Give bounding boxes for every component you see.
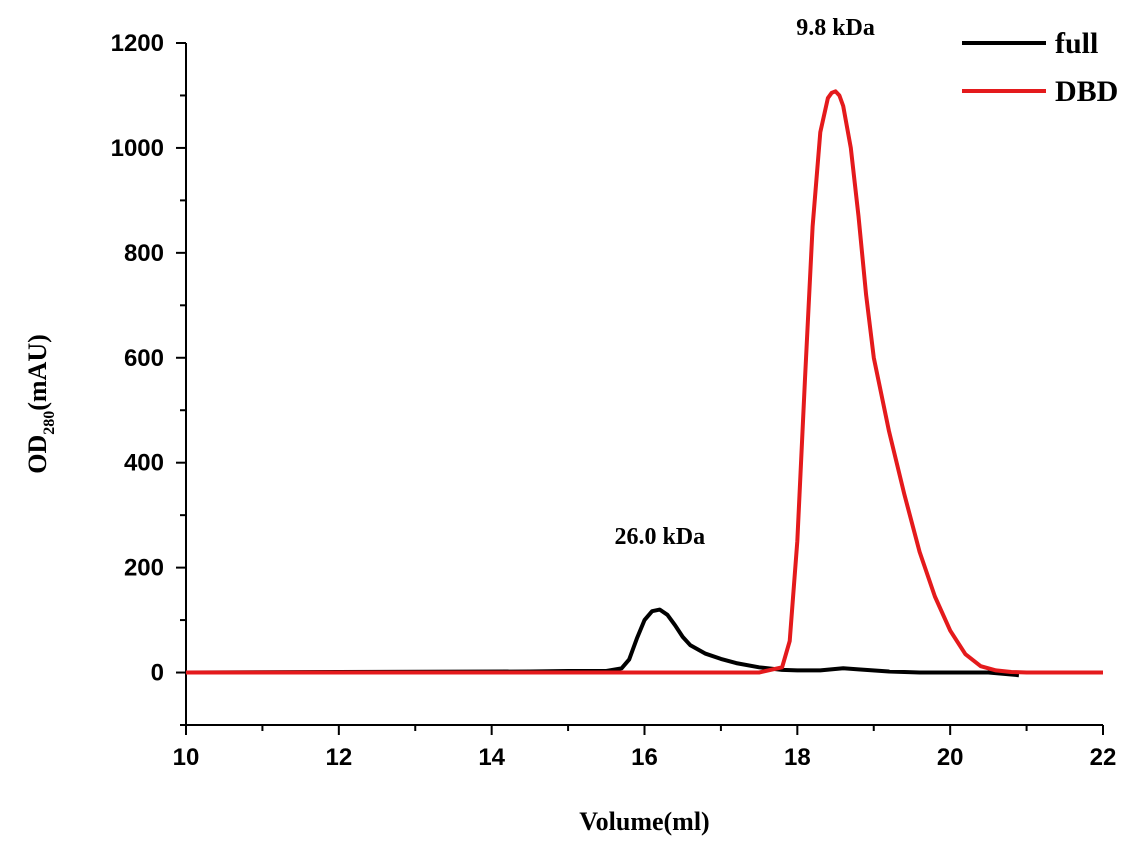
y-tick-label: 1200 — [111, 30, 164, 57]
x-tick-label: 22 — [1090, 744, 1117, 771]
y-axis-title: OD280(mAU) — [23, 334, 58, 474]
x-tick-label: 16 — [631, 744, 658, 771]
x-tick-label: 14 — [478, 744, 505, 771]
y-tick-group: 0 200 400 600 800 1000 1200 — [111, 30, 186, 726]
legend-label-dbd: DBD — [1055, 75, 1118, 108]
legend-label-full: full — [1055, 27, 1098, 60]
x-axis-title: Volume(ml) — [579, 807, 709, 836]
y-tick-label: 0 — [151, 660, 164, 687]
y-tick-label: 400 — [124, 450, 164, 477]
y-axis-title-main: OD — [23, 435, 52, 474]
peak-annotation: 26.0 kDa — [614, 524, 705, 550]
x-tick-label: 20 — [937, 744, 964, 771]
y-tick-label: 1000 — [111, 135, 164, 162]
x-axis: 10 12 14 16 18 20 22 — [173, 724, 1117, 771]
x-tick-label: 12 — [325, 744, 352, 771]
y-axis-title-unit: (mAU) — [23, 334, 52, 411]
x-tick-label: 18 — [784, 744, 811, 771]
x-tick-label: 10 — [173, 744, 200, 771]
x-tick-group: 10 12 14 16 18 20 22 — [173, 725, 1117, 771]
y-axis-title-subscript: 280 — [41, 411, 58, 435]
peak-annotation: 9.8 kDa — [796, 15, 875, 41]
series-line-full — [185, 607, 1020, 678]
y-tick-label: 600 — [124, 345, 164, 372]
legend: full DBD — [962, 27, 1118, 108]
y-axis: 0 200 400 600 800 1000 1200 — [111, 30, 187, 726]
series-line-dbd — [186, 89, 1103, 675]
y-tick-label: 200 — [124, 555, 164, 582]
y-tick-label: 800 — [124, 240, 164, 267]
series-layer — [185, 89, 1103, 678]
annotation-group: 9.8 kDa 26.0 kDa — [614, 15, 874, 550]
